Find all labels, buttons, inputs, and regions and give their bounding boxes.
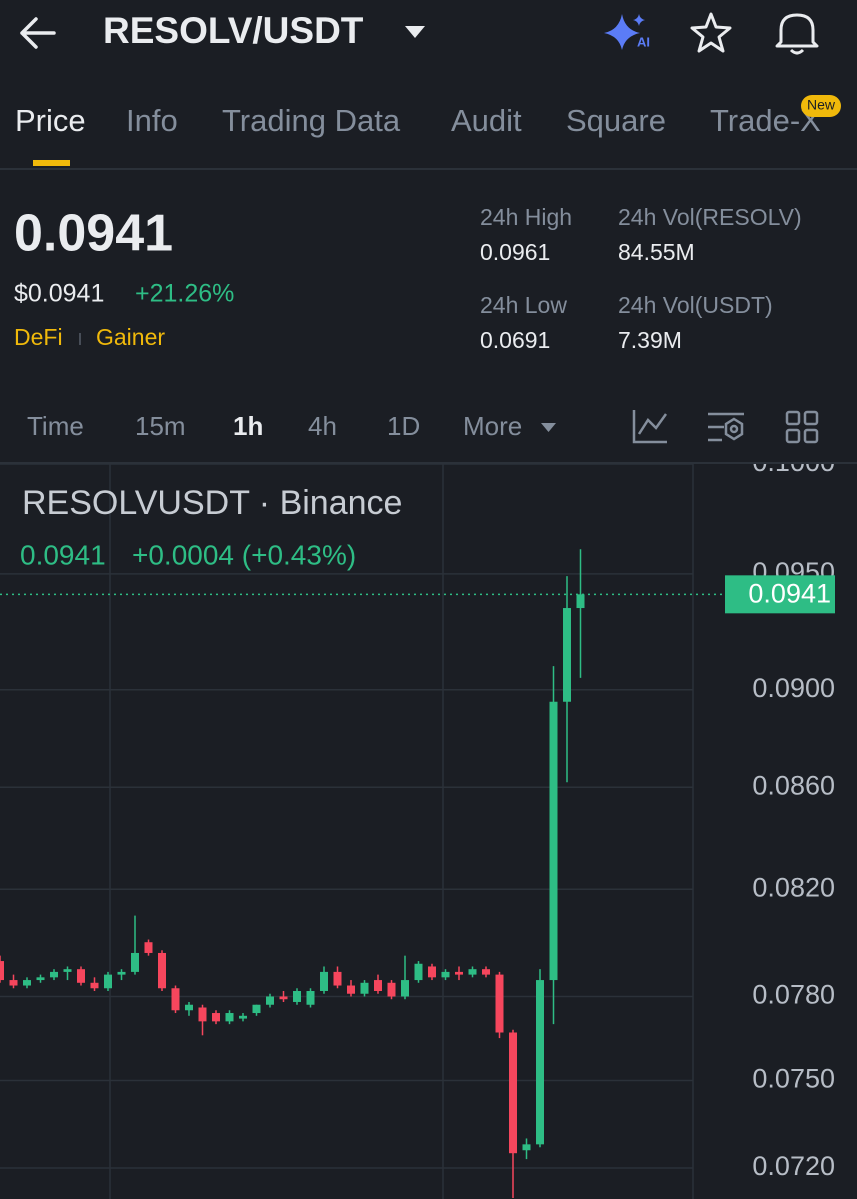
candle-body bbox=[563, 608, 571, 702]
usd-price: $0.0941 bbox=[14, 280, 104, 308]
pair-dropdown[interactable] bbox=[405, 26, 425, 38]
last-price: 0.0941 bbox=[14, 205, 173, 263]
candle-body bbox=[158, 952, 166, 989]
chart-title: RESOLVUSDT · Binance bbox=[22, 484, 402, 522]
candle-body bbox=[0, 961, 4, 981]
candle-body bbox=[333, 971, 342, 986]
candle-body bbox=[468, 969, 477, 975]
y-tick-label: 0.0860 bbox=[752, 770, 835, 800]
candle-body bbox=[225, 1013, 234, 1022]
active-tab-indicator bbox=[33, 160, 70, 166]
y-tick-label: 0.0900 bbox=[752, 673, 835, 703]
stat-value: 84.55M bbox=[618, 239, 695, 265]
tag-separator bbox=[79, 333, 81, 345]
tag[interactable]: DeFi bbox=[14, 324, 63, 350]
candle-body bbox=[522, 1144, 531, 1151]
interval-tab[interactable]: More bbox=[463, 411, 522, 441]
candle-body bbox=[252, 1004, 261, 1014]
y-tick-label: 0.0780 bbox=[752, 980, 835, 1010]
pair-title[interactable]: RESOLV/USDT bbox=[103, 10, 364, 51]
stat-label: 24h High bbox=[480, 204, 572, 230]
new-badge bbox=[801, 95, 841, 117]
last-price-badge bbox=[725, 575, 835, 614]
interval-tab[interactable]: 4h bbox=[308, 411, 337, 441]
candle-body bbox=[495, 974, 504, 1033]
interval-tab[interactable]: Time bbox=[27, 411, 84, 441]
candle-body bbox=[374, 980, 382, 991]
candle-body bbox=[9, 980, 18, 986]
candle-body bbox=[549, 701, 558, 981]
ai-button[interactable]: AI bbox=[604, 14, 650, 50]
candle-body bbox=[50, 971, 58, 978]
stat-label: 24h Vol(RESOLV) bbox=[618, 204, 802, 230]
candle-body bbox=[131, 952, 139, 972]
candle-body bbox=[212, 1013, 220, 1022]
candle-body bbox=[36, 977, 45, 981]
alert-button[interactable] bbox=[775, 13, 819, 55]
candle-body bbox=[77, 969, 85, 983]
candle-body bbox=[293, 990, 301, 1002]
candle-body bbox=[455, 971, 463, 975]
price-change: +21.26% bbox=[135, 280, 234, 308]
chart-change: +0.0004 (+0.43%) bbox=[132, 539, 356, 570]
candle-body bbox=[279, 996, 288, 1000]
interval-tab[interactable]: 1D bbox=[387, 411, 420, 441]
stat-value: 7.39M bbox=[618, 327, 682, 353]
new-badge-text: New bbox=[807, 97, 836, 113]
y-tick-label: 0.0720 bbox=[752, 1151, 835, 1181]
stat-label: 24h Low bbox=[480, 292, 567, 318]
candle-body bbox=[482, 969, 490, 975]
tab[interactable]: Trading Data bbox=[222, 103, 401, 138]
candle-body bbox=[23, 980, 31, 986]
favorite-button[interactable] bbox=[690, 12, 732, 53]
tab[interactable]: Info bbox=[126, 103, 178, 138]
candle-body bbox=[428, 966, 436, 978]
candle-body bbox=[306, 990, 315, 1005]
stat-value: 0.0691 bbox=[480, 327, 550, 353]
tab[interactable]: Audit bbox=[451, 103, 522, 138]
y-tick-label: 0.0750 bbox=[752, 1064, 835, 1094]
svg-text:AI: AI bbox=[637, 34, 650, 49]
chart-last-price: 0.0941 bbox=[20, 539, 106, 570]
candle-body bbox=[90, 982, 99, 989]
candle-body bbox=[576, 594, 585, 609]
y-tick-label: 0.1000 bbox=[752, 447, 835, 477]
tab[interactable]: Price bbox=[15, 103, 86, 138]
candle-body bbox=[266, 996, 274, 1005]
indicator-button[interactable] bbox=[632, 410, 668, 444]
interval-tab[interactable]: 1h bbox=[233, 411, 263, 441]
candle-body bbox=[360, 982, 369, 994]
candle-body bbox=[347, 985, 355, 994]
candle-body bbox=[441, 971, 450, 978]
stat-value: 0.0961 bbox=[480, 239, 550, 265]
y-tick-label: 0.0820 bbox=[752, 872, 835, 902]
candle-body bbox=[171, 988, 180, 1011]
chart: 0.10000.09500.09000.08600.08200.07800.07… bbox=[0, 447, 835, 1199]
stat-label: 24h Vol(USDT) bbox=[618, 292, 773, 318]
candle-body bbox=[63, 969, 72, 972]
tag[interactable]: Gainer bbox=[96, 324, 165, 350]
candle-body bbox=[509, 1032, 517, 1154]
candle-body bbox=[239, 1015, 247, 1019]
layout-button[interactable] bbox=[785, 410, 819, 444]
candle-body bbox=[198, 1007, 207, 1022]
candle-body bbox=[414, 963, 423, 981]
candle-body bbox=[401, 980, 409, 997]
candle-body bbox=[320, 971, 328, 991]
candle-body bbox=[117, 971, 126, 975]
candle-body bbox=[104, 974, 112, 989]
chart-settings-button[interactable] bbox=[708, 412, 744, 442]
candle-body bbox=[536, 980, 544, 1145]
candle-body bbox=[144, 942, 153, 953]
more-dropdown[interactable] bbox=[541, 423, 556, 432]
back-button[interactable] bbox=[20, 17, 56, 49]
interval-tab[interactable]: 15m bbox=[135, 411, 186, 441]
candle-body bbox=[185, 1004, 193, 1011]
last-price-badge-text: 0.0941 bbox=[748, 578, 831, 608]
candle-body bbox=[387, 982, 396, 997]
tab[interactable]: Square bbox=[566, 103, 666, 138]
